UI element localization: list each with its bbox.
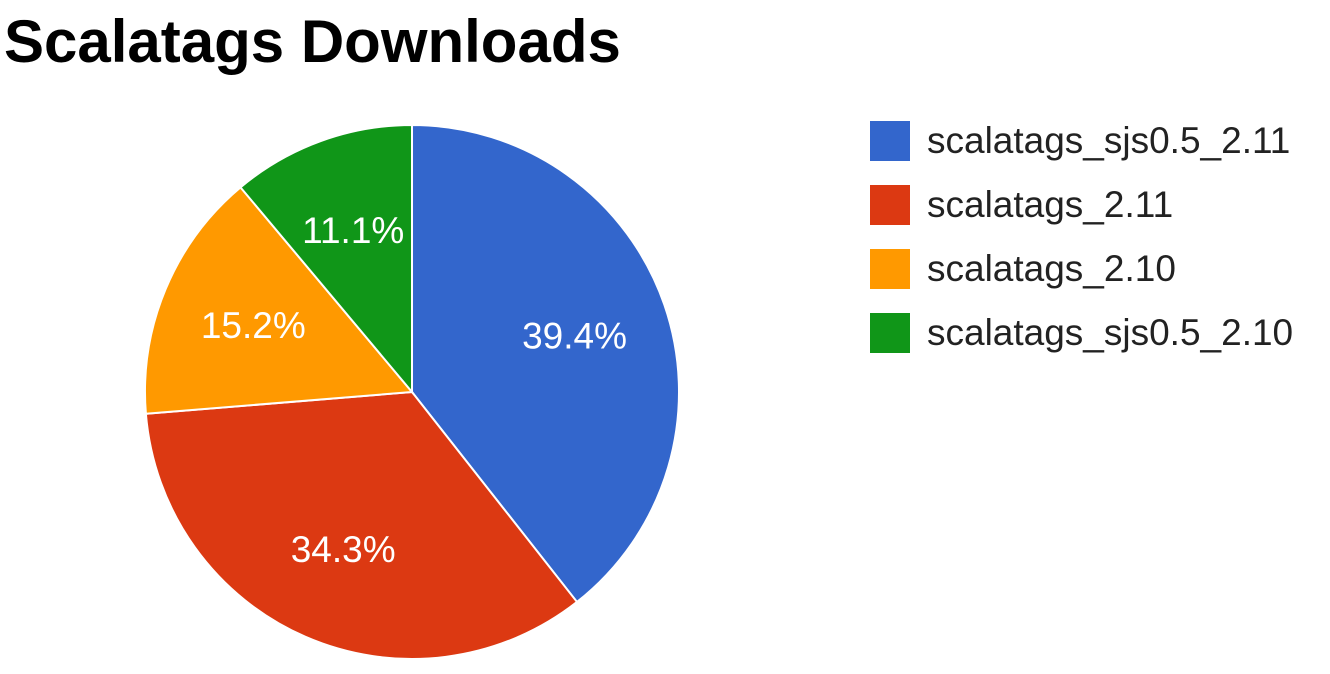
slice-value-label: 15.2% [201, 305, 306, 346]
legend-item: scalatags_sjs0.5_2.10 [870, 310, 1325, 356]
legend-label: scalatags_sjs0.5_2.10 [927, 312, 1294, 353]
pie-chart: 39.4% 34.3% 15.2% 11.1% [144, 123, 680, 660]
legend-label: scalatags_sjs0.5_2.11 [927, 120, 1291, 161]
pie-slice [144, 185, 415, 415]
legend-swatch [870, 313, 910, 353]
chart-legend: scalatags_sjs0.5_2.11 scalatags_2.11 sca… [870, 118, 1325, 374]
pie-slice [239, 123, 413, 395]
chart-title: Scalatags Downloads [4, 8, 621, 75]
legend-swatch [870, 185, 910, 225]
legend-item: scalatags_2.11 [870, 182, 1325, 228]
slice-value-label: 11.1% [302, 210, 404, 251]
slice-value-label: 34.3% [291, 529, 396, 570]
legend-swatch [870, 249, 910, 289]
pie-slice [144, 390, 579, 660]
legend-label: scalatags_2.10 [927, 248, 1176, 289]
legend-item: scalatags_sjs0.5_2.11 [870, 118, 1325, 164]
legend-item: scalatags_2.10 [870, 246, 1325, 292]
legend-label: scalatags_2.11 [927, 184, 1174, 225]
slice-value-label: 39.4% [522, 315, 627, 356]
legend-swatch [870, 121, 910, 161]
pie-slice [411, 123, 680, 604]
